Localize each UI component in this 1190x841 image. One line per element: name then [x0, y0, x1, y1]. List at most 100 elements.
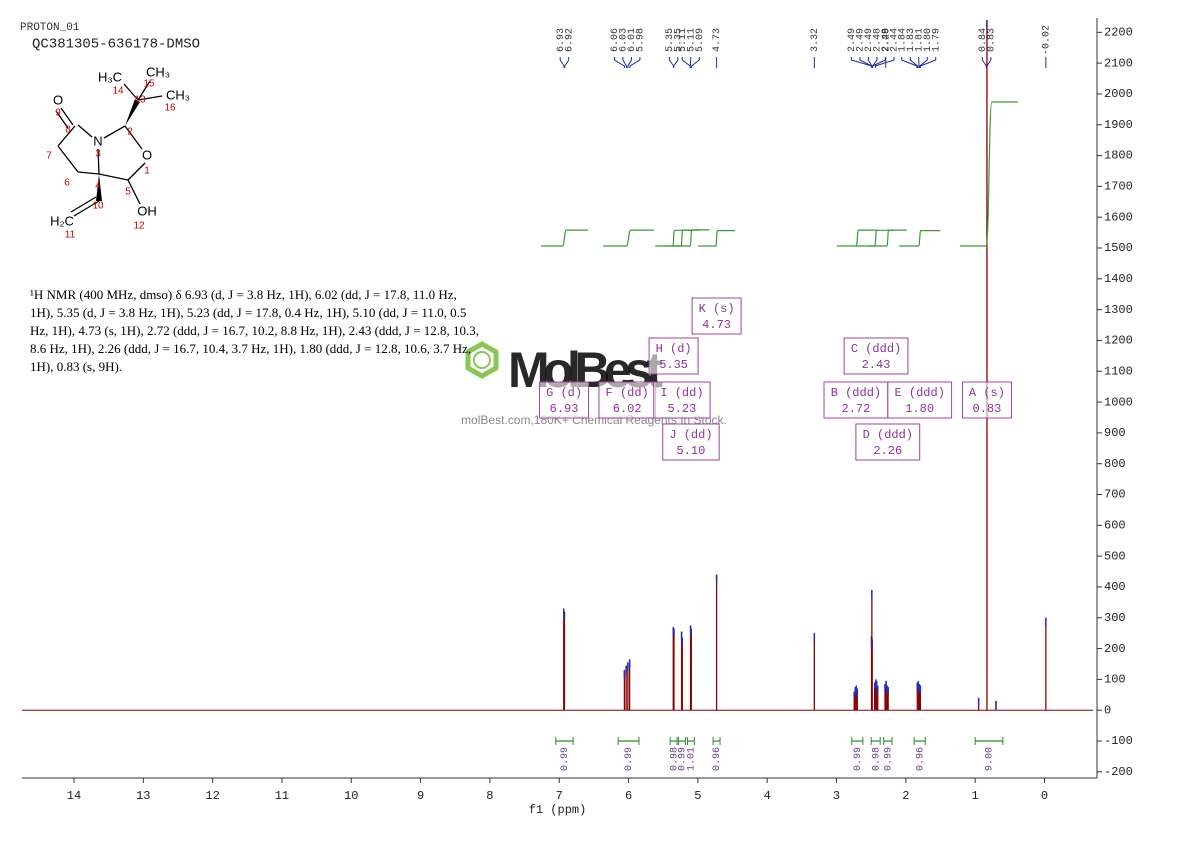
atom-number: 2 [127, 127, 133, 138]
bond [124, 125, 143, 150]
wedge-bond [96, 174, 102, 201]
multiplet-shift: 6.93 [550, 402, 579, 416]
y-tick-label: 500 [1104, 549, 1126, 563]
x-tick-label: 3 [833, 789, 840, 803]
y-tick-label: 1800 [1104, 149, 1133, 163]
peak-label: 5.11 [678, 28, 689, 52]
peak-label: 0.84 [978, 28, 989, 52]
peak-label-connector [691, 57, 700, 68]
y-tick-label: 1000 [1104, 395, 1133, 409]
watermark [465, 341, 499, 379]
peak-label: 1.80 [923, 28, 934, 52]
atom-label: CH₃ [146, 64, 170, 79]
multiplet-name: I (dd) [660, 386, 703, 400]
multiplet-box [539, 381, 590, 419]
atom-number: 11 [65, 230, 76, 241]
integral-value: 1.01 [687, 747, 698, 771]
watermark-logo [473, 351, 491, 369]
y-tick-label: 1200 [1104, 334, 1133, 348]
atom-label: CH₃ [166, 87, 190, 102]
integral-value: 0.98 [669, 747, 680, 771]
y-tick-label: 2000 [1104, 87, 1133, 101]
multiplet-shift: 6.02 [613, 402, 642, 416]
peak-label-connector [627, 57, 632, 68]
bond [98, 173, 129, 181]
peak-label-connector [668, 57, 675, 68]
peak-label: 0.83 [986, 28, 997, 52]
peak-label-connector [564, 57, 570, 68]
multiplet-box [662, 423, 720, 461]
integral-curve [672, 229, 710, 247]
atom-label: N [93, 133, 102, 148]
bond [77, 124, 93, 138]
integral-value: 0.99 [853, 747, 864, 771]
peak-label: 2.48 [873, 28, 884, 52]
y-tick-label: 1700 [1104, 180, 1133, 194]
bond [137, 80, 151, 101]
bond [127, 162, 146, 181]
peak-label: 6.03 [619, 28, 630, 52]
atom-number: 13 [134, 95, 146, 106]
bond [97, 148, 100, 175]
bond [123, 83, 139, 101]
peak-label-connector [919, 57, 928, 68]
atom-number: 15 [143, 79, 155, 90]
y-tick-label: -100 [1104, 734, 1133, 748]
integral-value: 0.96 [712, 747, 723, 771]
bond [57, 145, 79, 173]
x-axis-label: f1 (ppm) [529, 803, 587, 817]
atom-label: OH [137, 203, 157, 218]
peak-label: 5.35 [665, 28, 676, 52]
integral-curve [655, 229, 693, 247]
bond [77, 171, 100, 175]
peak-label: 2.29 [881, 28, 892, 52]
peak-label: 5.11 [686, 28, 697, 52]
x-tick-label: 2 [902, 789, 909, 803]
peak-label-connector [613, 57, 625, 68]
multiplet-shift: 5.10 [677, 444, 706, 458]
atom-number: 16 [164, 103, 176, 114]
y-tick-label: 600 [1104, 519, 1126, 533]
peak-label: 6.93 [556, 28, 567, 52]
multiplet-shift: 2.43 [862, 358, 891, 372]
y-tick-label: -200 [1104, 765, 1133, 779]
bond [103, 125, 126, 139]
peak-label: 6.06 [610, 28, 621, 52]
peak-label: 5.35 [674, 28, 685, 52]
title: PROTON_01 [20, 22, 80, 34]
peak-label-connector [981, 57, 987, 68]
atom-number: 6 [64, 178, 70, 189]
peak-label: 1.81 [914, 28, 925, 52]
x-tick-label: 5 [694, 789, 701, 803]
x-tick-label: 12 [205, 789, 219, 803]
peak-label-connector [901, 57, 918, 68]
peak-label-connector [673, 57, 679, 68]
multiplet-box [691, 297, 742, 335]
multiplet-name: J (dd) [669, 428, 712, 442]
y-tick-label: 400 [1104, 580, 1126, 594]
peak-label: 6.01 [627, 28, 638, 52]
peak-label: 1.79 [931, 28, 942, 52]
integral-curve [856, 229, 896, 247]
x-tick-label: 0 [1041, 789, 1048, 803]
peak-label: 2.48 [881, 28, 892, 52]
x-tick-label: 11 [275, 789, 289, 803]
bond [57, 125, 76, 147]
multiplet-box [887, 381, 953, 419]
peak-label-connector [559, 57, 565, 68]
peak-label-connector [867, 57, 873, 68]
y-tick-label: 700 [1104, 488, 1126, 502]
peak-label: 5.09 [695, 28, 706, 52]
atom-number: 12 [133, 221, 145, 232]
peak-label: 4.73 [712, 28, 723, 52]
wedge-bond [125, 99, 140, 126]
peak-label: 1.83 [906, 28, 917, 52]
bond [60, 107, 74, 126]
peak-label: 5.98 [636, 28, 647, 52]
nmr-description: ¹H NMR (400 MHz, dmso) δ 6.93 (d, J = 3.… [30, 287, 480, 374]
multiplet-name: F (dd) [606, 386, 649, 400]
multiplet-shift: 1.80 [905, 402, 934, 416]
y-tick-label: 2200 [1104, 25, 1133, 39]
multiplet-box [843, 337, 909, 375]
